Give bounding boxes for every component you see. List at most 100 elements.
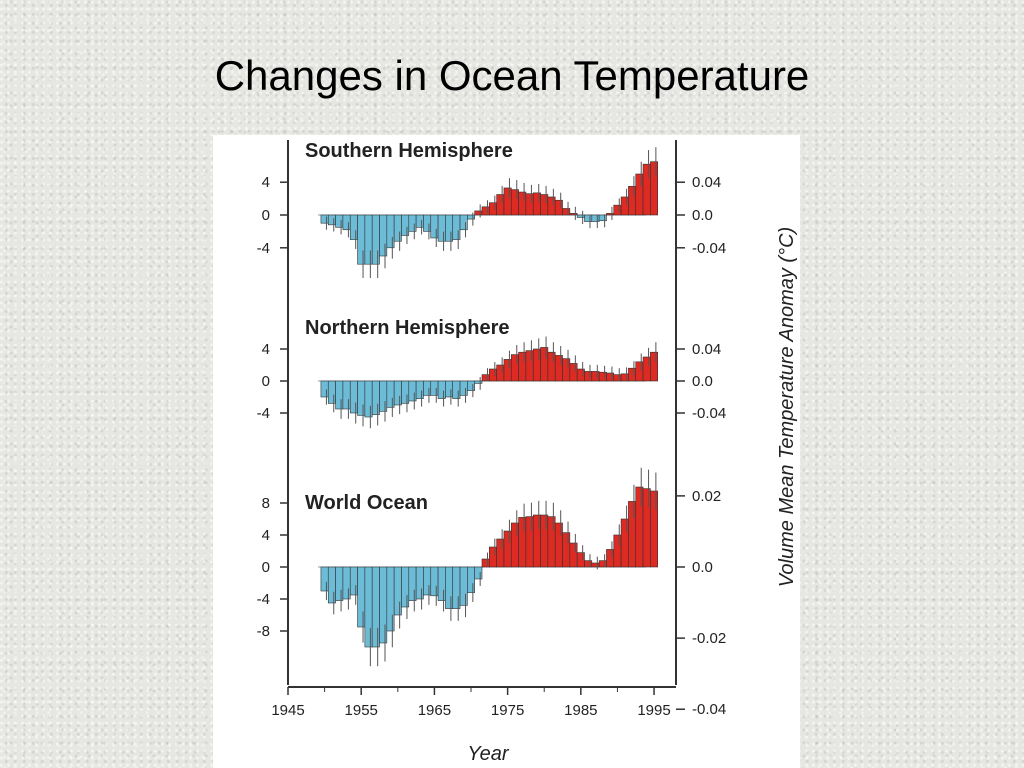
bar — [510, 354, 519, 382]
bar — [562, 208, 571, 216]
bar — [423, 380, 432, 396]
bar — [547, 196, 556, 216]
bar — [335, 380, 344, 410]
bar — [437, 380, 446, 399]
left-tick-label: 0 — [262, 373, 270, 390]
bar — [576, 552, 585, 568]
bar — [401, 380, 410, 404]
right-tick-label: 0.0 — [692, 373, 713, 390]
x-tick-label: 1945 — [271, 702, 304, 719]
bar — [584, 371, 593, 382]
bar — [357, 566, 366, 628]
bar — [635, 361, 644, 382]
bar — [401, 566, 410, 608]
bar — [459, 214, 468, 231]
bar — [327, 214, 336, 226]
bar — [408, 214, 417, 232]
bar — [628, 501, 637, 568]
bar — [430, 566, 439, 597]
bar — [591, 562, 600, 568]
bar — [569, 363, 578, 382]
bar — [489, 202, 497, 216]
panel-title: Northern Hemisphere — [305, 317, 510, 339]
bar — [569, 542, 578, 568]
bar — [496, 538, 505, 568]
bar — [467, 566, 475, 593]
bar — [591, 371, 600, 382]
bar — [489, 368, 497, 382]
bar — [525, 350, 534, 382]
bar — [349, 380, 358, 414]
bar — [518, 191, 527, 216]
bar — [335, 214, 344, 228]
bar — [430, 380, 439, 396]
bar — [393, 566, 402, 616]
bar — [620, 518, 629, 568]
bar — [452, 214, 461, 240]
left-tick-label: 4 — [262, 341, 270, 358]
bar — [503, 530, 512, 568]
bar — [554, 355, 563, 382]
bar — [459, 380, 468, 396]
bar — [606, 549, 615, 568]
bar — [379, 566, 388, 644]
bar — [584, 560, 593, 568]
bar — [371, 380, 380, 415]
bar — [510, 522, 519, 568]
right-tick-label: -0.02 — [692, 630, 726, 647]
bar — [598, 560, 607, 568]
bar — [445, 214, 454, 242]
bar — [576, 368, 585, 382]
bar — [606, 213, 615, 216]
bar — [437, 566, 446, 601]
bar — [415, 380, 424, 399]
bar — [393, 380, 402, 406]
bar — [584, 214, 593, 222]
bar — [503, 359, 512, 382]
bar — [642, 488, 651, 568]
bar — [430, 214, 439, 239]
bar — [620, 373, 629, 382]
x-tick-label: 1995 — [637, 702, 670, 719]
bar — [562, 532, 571, 568]
bar — [598, 214, 607, 222]
bar — [349, 566, 358, 596]
right-tick-label: -0.04 — [692, 701, 726, 718]
bar — [408, 566, 417, 601]
bar — [415, 566, 424, 600]
bar — [445, 566, 454, 609]
left-tick-label: -4 — [257, 591, 270, 608]
chart-figure: Southern Hemisphere 4 0 -4 0.0 4 0.0 -0.04 North… — [213, 135, 800, 768]
right-axis-title: Volume Mean Temperature Anomay (°C) — [776, 227, 798, 587]
bar — [628, 185, 637, 216]
bar — [371, 214, 380, 265]
panel-world-ocean: World Ocean 8 4 0 -4 -8 0.02 0.0 -0.02 -0.04 — [257, 467, 726, 718]
bar — [650, 351, 659, 382]
left-tick-label: -4 — [257, 405, 270, 422]
left-tick-label: -4 — [257, 240, 270, 257]
panel-southern-hemisphere: Southern Hemisphere 4 0 -4 0.04 0.0 -0.04 — [257, 140, 726, 278]
bar — [518, 351, 527, 382]
bar — [320, 566, 329, 592]
x-tick-label: 1965 — [418, 702, 451, 719]
bar — [423, 214, 432, 232]
bar — [613, 204, 622, 216]
bar — [357, 380, 366, 416]
bar — [452, 380, 461, 399]
bar — [576, 214, 585, 218]
bar — [467, 380, 475, 391]
bar — [525, 516, 534, 568]
bar — [489, 546, 497, 568]
bar — [481, 558, 490, 568]
x-axis-title: Year — [467, 743, 509, 765]
bar — [379, 214, 388, 257]
bar — [364, 214, 373, 265]
left-tick-label: 4 — [262, 174, 270, 191]
bar — [554, 522, 563, 568]
bar — [635, 173, 644, 216]
bar — [569, 213, 578, 216]
right-tick-label: 0.0 — [692, 559, 713, 576]
panel-title: Southern Hemisphere — [305, 140, 513, 162]
right-tick-label: 0.02 — [692, 488, 721, 505]
bar — [342, 566, 351, 600]
